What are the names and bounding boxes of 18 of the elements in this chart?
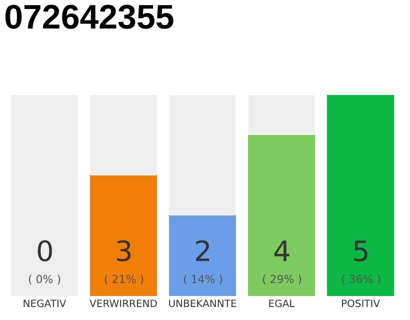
bar [248, 95, 314, 136]
x-tick-label: NEGATIV [22, 299, 66, 310]
bar [168, 214, 236, 296]
bar [90, 95, 156, 176]
x-tick-label: EGAL [268, 299, 296, 310]
bar [170, 95, 236, 216]
x-tick-label: VERWIRREND [90, 299, 158, 310]
x-tick-label: POSITIV [340, 299, 380, 310]
bar [248, 134, 316, 296]
chart-title: 072642355 [4, 0, 174, 37]
bar [326, 95, 394, 296]
data-label: 5 ( 36% ) [341, 235, 382, 286]
data-label: 2 ( 14% ) [183, 235, 224, 286]
data-label: 3 ( 21% ) [104, 235, 144, 286]
data-label: 0 ( 0% ) [28, 235, 62, 286]
x-tick-label: UNBEKANNTE [168, 299, 237, 310]
data-label: 4 ( 29% ) [262, 235, 302, 286]
bar [90, 174, 158, 296]
